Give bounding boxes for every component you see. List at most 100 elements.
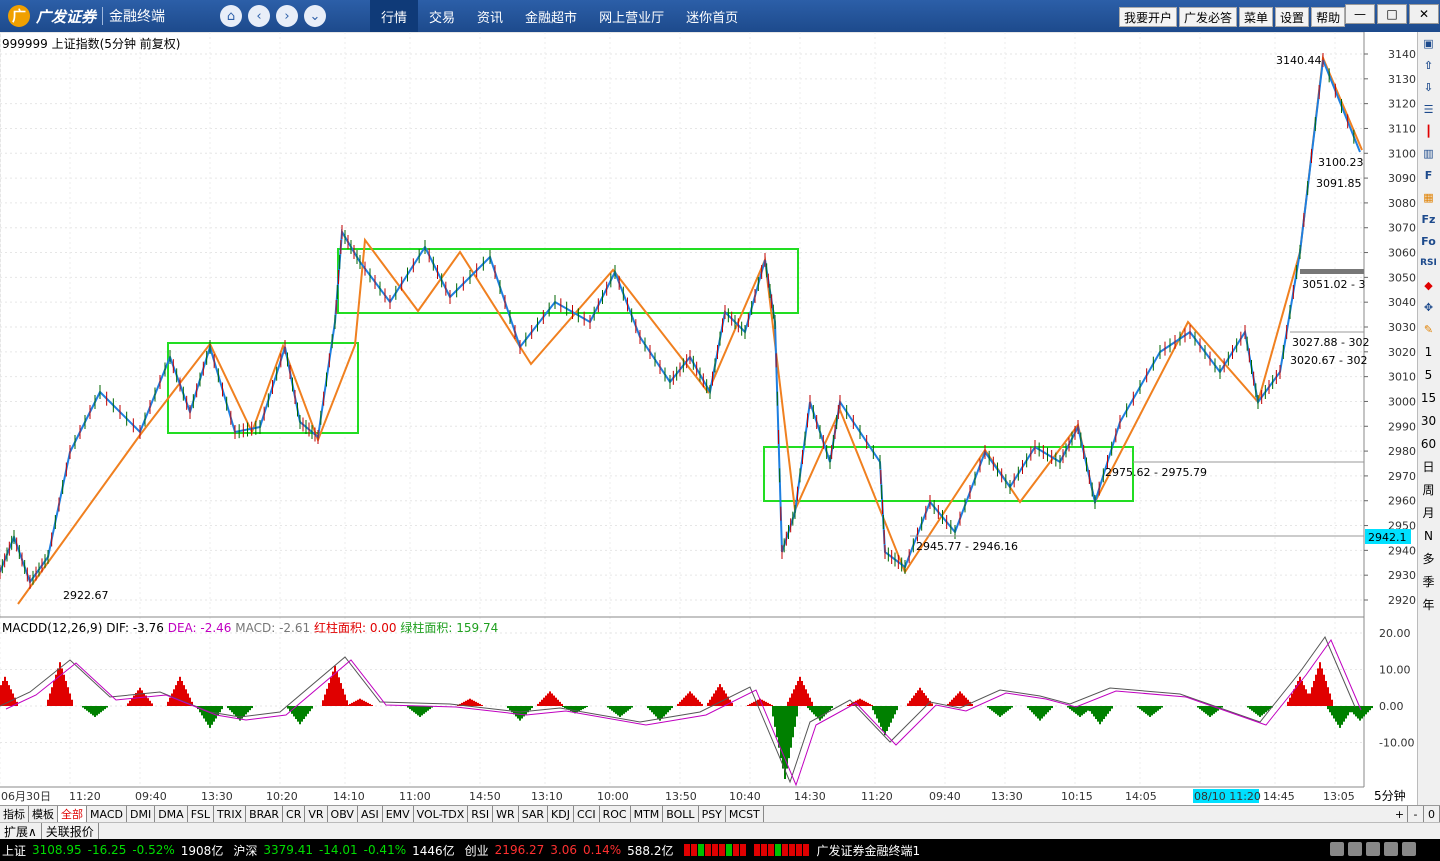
tag-icon[interactable]: ◆ (1424, 278, 1433, 292)
period-week[interactable]: 周 (1422, 483, 1435, 497)
x-tick-label: 13:50 (665, 790, 697, 803)
period-15[interactable]: 15 (1420, 390, 1437, 405)
faq-button[interactable]: 广发必答 (1179, 7, 1238, 27)
macd-tick-label: 20.00 (1379, 627, 1411, 640)
period-1[interactable]: 1 (1424, 344, 1433, 359)
cy-index-price: 2196.27 (494, 843, 545, 857)
period-day[interactable]: 日 (1422, 460, 1435, 474)
tab-control-button[interactable]: + (1392, 806, 1408, 822)
period-year[interactable]: 年 (1422, 598, 1435, 612)
indicator-tab[interactable]: MACD (87, 806, 127, 822)
open-account-button[interactable]: 我要开户 (1119, 7, 1178, 27)
help-button[interactable]: 帮助 (1311, 7, 1346, 27)
chart-panel[interactable]: 3140 3130 3120 3110 3100 3090 3080 3070 3060 3050… (0, 31, 1440, 805)
y-tick-label: 3090 (1388, 172, 1416, 185)
list-icon[interactable]: ☰ (1423, 102, 1434, 116)
kline-chart[interactable]: 3140 3130 3120 3110 3100 3090 3080 3070 3060 3050… (0, 31, 1417, 805)
pen-icon[interactable]: ✎ (1423, 322, 1434, 336)
tab-trade[interactable]: 交易 (429, 10, 456, 26)
tab-news[interactable]: 资讯 (477, 10, 504, 26)
message-icon[interactable] (1366, 842, 1380, 856)
x-tick-label: 14:05 (1125, 790, 1157, 803)
indicator-tab[interactable]: VR (305, 806, 328, 822)
menu-button[interactable]: 菜单 (1239, 7, 1274, 27)
indicator-tab[interactable]: PSY (699, 806, 726, 822)
indicator-tab[interactable]: SAR (519, 806, 549, 822)
period-30[interactable]: 30 (1420, 413, 1437, 428)
indicator-tab[interactable]: ROC (600, 806, 631, 822)
period-5[interactable]: 5 (1424, 367, 1433, 382)
indicator-tab[interactable]: MTM (631, 806, 664, 822)
extend-tab[interactable]: 扩展∧ (0, 823, 42, 839)
indicator-tab[interactable]: BRAR (246, 806, 284, 822)
collapse-icon[interactable]: ⌄ (304, 5, 326, 27)
y-tick-label: 2930 (1388, 569, 1416, 582)
up-icon[interactable]: ⇧ (1423, 58, 1434, 72)
indicator-tab[interactable]: BOLL (663, 806, 699, 822)
high-annotation: 3140.44 (1276, 54, 1322, 67)
candle-icon[interactable]: ┃ (1425, 124, 1432, 138)
indicator-tab[interactable]: WR (493, 806, 519, 822)
indicator-tab[interactable]: 模板 (29, 806, 58, 822)
sz-index-name[interactable]: 沪深 (233, 843, 258, 858)
x-tick-label: 14:30 (794, 790, 826, 803)
indicator-tab[interactable]: CCI (574, 806, 600, 822)
sound-icon[interactable] (1348, 842, 1362, 856)
indicator-tab[interactable]: FSL (188, 806, 214, 822)
connection-icon[interactable] (1330, 842, 1344, 856)
x-tick-label: 08/10 11:20 (1194, 790, 1261, 803)
level-annotation: 2975.62 - 2975.79 (1105, 466, 1207, 479)
indicator-tab[interactable]: DMA (155, 806, 188, 822)
tab-finance-market[interactable]: 金融超市 (525, 10, 578, 26)
tools-icon[interactable] (1402, 842, 1416, 856)
x-tick-label: 13:05 (1323, 790, 1355, 803)
sh-index-name[interactable]: 上证 (2, 843, 27, 858)
sh-index-price: 3108.95 (32, 843, 82, 857)
indicator-tab[interactable]: ASI (358, 806, 383, 822)
indicator-tab[interactable]: KDJ (548, 806, 574, 822)
back-icon[interactable]: ‹ (248, 5, 270, 27)
indicator-tab[interactable]: EMV (383, 806, 414, 822)
close-button[interactable]: ✕ (1409, 4, 1439, 24)
lock-icon[interactable]: ▣ (1423, 36, 1434, 50)
indicator-tab[interactable]: RSI (468, 806, 494, 822)
calendar-icon[interactable]: ▦ (1423, 190, 1434, 204)
fib-icon[interactable]: F (1424, 168, 1433, 182)
settings-button[interactable]: 设置 (1275, 7, 1310, 27)
tab-quotes[interactable]: 行情 (370, 0, 419, 32)
rsi-icon[interactable]: RSI (1420, 258, 1437, 268)
indicator-tab[interactable]: CR (283, 806, 306, 822)
indicator-tab[interactable]: OBV (328, 806, 358, 822)
alert-icon[interactable] (1384, 842, 1398, 856)
indicator-tab[interactable]: VOL-TDX (414, 806, 469, 822)
down-icon[interactable]: ⇩ (1423, 80, 1434, 94)
minimize-button[interactable]: — (1345, 4, 1375, 24)
bar-icon[interactable]: ▥ (1423, 146, 1434, 160)
period-60[interactable]: 60 (1420, 436, 1437, 451)
period-month[interactable]: 月 (1422, 506, 1435, 520)
level-annotation: 3020.67 - 302 (1290, 354, 1367, 367)
tab-online-hall[interactable]: 网上营业厅 (599, 10, 665, 26)
indicator-tab[interactable]: TRIX (214, 806, 247, 822)
indicator-tab[interactable]: 全部 (58, 806, 87, 822)
fiz-icon[interactable]: Fz (1421, 212, 1436, 226)
related-quotes-tab[interactable]: 关联报价 (42, 823, 99, 839)
move-icon[interactable]: ✥ (1423, 300, 1434, 314)
tab-control-button[interactable]: 0 (1424, 806, 1440, 822)
tab-control-button[interactable]: - (1408, 806, 1424, 822)
window-controls: — □ ✕ (1345, 4, 1439, 24)
period-quarter[interactable]: 季 (1422, 575, 1435, 589)
indicator-tab[interactable]: DMI (127, 806, 156, 822)
indicator-tab[interactable]: MCST (726, 806, 764, 822)
home-icon[interactable]: ⌂ (220, 5, 242, 27)
y-tick-label: 3080 (1388, 197, 1416, 210)
period-n[interactable]: N (1424, 528, 1433, 543)
cursor-time-tag (1193, 789, 1259, 803)
fio-icon[interactable]: Fo (1421, 234, 1436, 248)
forward-icon[interactable]: › (276, 5, 298, 27)
tab-mini-home[interactable]: 迷你首页 (686, 10, 739, 26)
indicator-tab[interactable]: 指标 (0, 806, 29, 822)
maximize-button[interactable]: □ (1377, 4, 1407, 24)
cy-index-name[interactable]: 创业 (464, 843, 489, 858)
period-multi[interactable]: 多 (1422, 552, 1435, 566)
